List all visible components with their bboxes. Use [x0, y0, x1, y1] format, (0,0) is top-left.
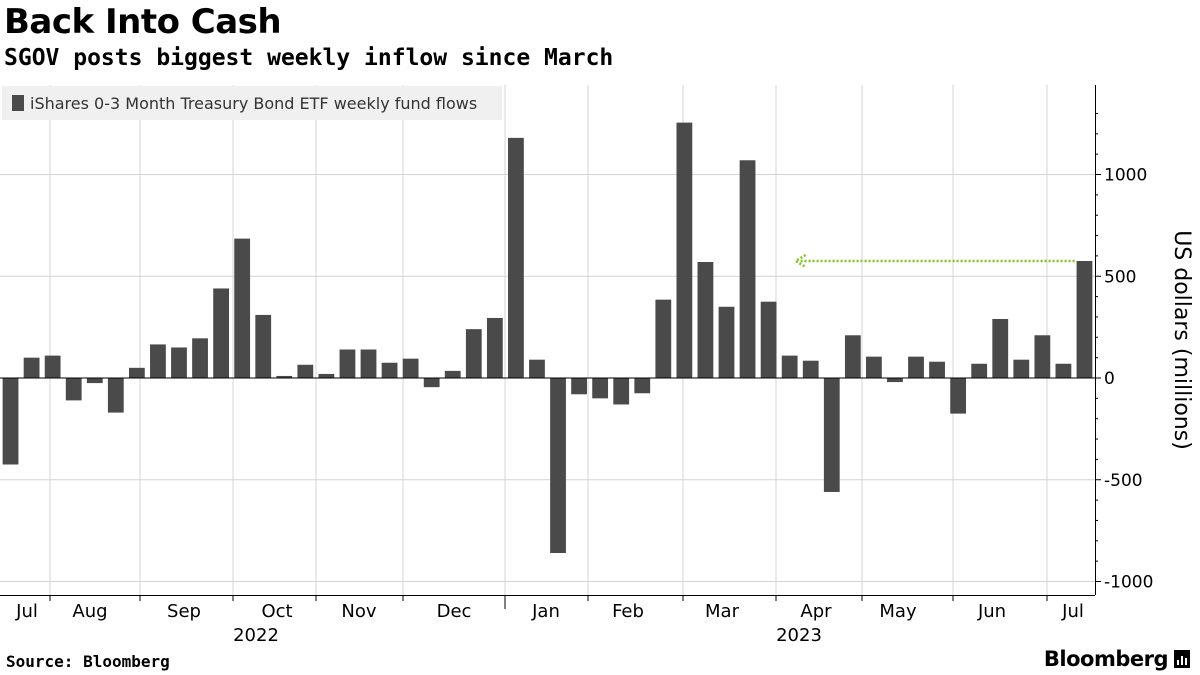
bar [655, 299, 672, 378]
bar [192, 338, 208, 378]
bar [950, 378, 967, 414]
bar [423, 378, 440, 388]
x-tick-label: Jun [977, 601, 1006, 622]
bar [2, 378, 19, 465]
bar [1013, 359, 1030, 378]
chart-legend: iShares 0-3 Month Treasury Bond ETF week… [2, 86, 502, 120]
y-tick-label: -500 [1104, 471, 1143, 491]
bar [65, 378, 82, 401]
bar [150, 344, 166, 378]
x-tick-label: Aug [72, 601, 107, 622]
bar [213, 288, 230, 378]
bar [360, 349, 377, 378]
bar [44, 355, 61, 378]
bar [592, 378, 609, 399]
bar [318, 373, 335, 378]
x-tick-label: Oct [261, 601, 292, 622]
x-tick-label: Dec [437, 601, 472, 622]
bar [86, 378, 103, 384]
bar [402, 358, 419, 378]
bar [865, 356, 882, 378]
bar [739, 160, 756, 378]
source-note: Source: Bloomberg [6, 652, 170, 671]
bar [781, 355, 798, 378]
x-tick-label: Jan [531, 601, 560, 622]
x-tick-label: Jul [15, 601, 38, 622]
bar [1034, 335, 1051, 378]
bar [255, 314, 272, 378]
bar [992, 318, 1009, 378]
bar [1055, 363, 1072, 378]
bar [802, 360, 819, 378]
bar [529, 359, 545, 378]
y-tick-label: 0 [1104, 369, 1115, 389]
legend-label: iShares 0-3 Month Treasury Bond ETF week… [30, 93, 478, 113]
bar [676, 122, 693, 378]
bar [571, 378, 587, 395]
y-axis-title: US dollars (millions) [1169, 230, 1194, 450]
bar [760, 301, 777, 378]
x-year-label: 2023 [776, 625, 822, 646]
x-tick-label: Mar [705, 601, 740, 622]
x-tick-label: Jul [1061, 601, 1084, 622]
chart-title: Back Into Cash [4, 2, 282, 42]
x-year-label: 2022 [233, 625, 279, 646]
bar [718, 306, 735, 378]
bar [444, 370, 461, 378]
bar [339, 349, 356, 378]
brand-logo: Bloomberg [1044, 647, 1190, 671]
bar [486, 317, 503, 378]
bar [23, 357, 40, 378]
bar [508, 137, 524, 378]
bloomberg-terminal-icon [1174, 650, 1190, 668]
bar [908, 356, 924, 378]
brand-name: Bloomberg [1043, 647, 1169, 671]
bar [613, 378, 630, 405]
bar [697, 262, 714, 378]
bar [107, 378, 124, 413]
bar [550, 378, 566, 554]
bar [971, 363, 988, 378]
bar [234, 238, 251, 378]
bar [381, 362, 398, 378]
bar [465, 329, 482, 378]
y-tick-label: 1000 [1104, 166, 1147, 186]
bar [297, 364, 314, 378]
bar [276, 375, 293, 378]
bar [887, 378, 903, 383]
y-tick-label: -1000 [1104, 573, 1153, 593]
x-tick-label: Feb [612, 601, 644, 622]
x-tick-label: May [879, 601, 917, 622]
bar [171, 347, 187, 378]
x-tick-label: Sep [167, 601, 201, 622]
bar [1076, 260, 1093, 378]
bar [634, 378, 651, 394]
legend-swatch [12, 95, 24, 111]
x-tick-label: Apr [800, 601, 832, 622]
chart-subtitle: SGOV posts biggest weekly inflow since M… [4, 45, 614, 71]
bar [844, 335, 861, 378]
x-tick-label: Nov [341, 601, 376, 622]
y-tick-label: 500 [1104, 267, 1136, 287]
bar [128, 367, 145, 378]
bar [823, 378, 840, 492]
bar [929, 361, 945, 378]
